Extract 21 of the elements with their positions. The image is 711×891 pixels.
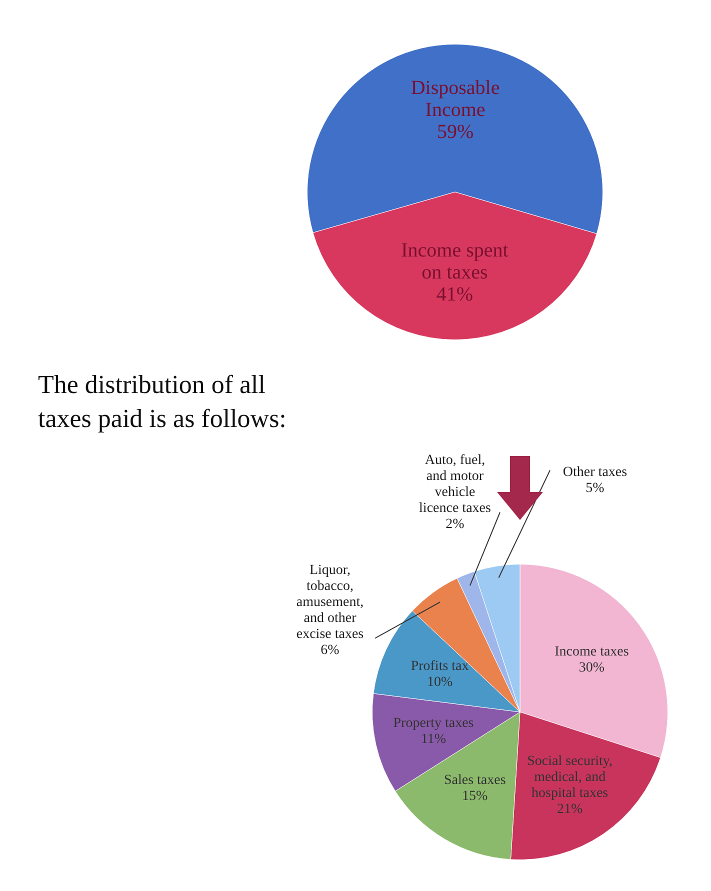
slice-label: Income spent on taxes [401, 240, 509, 284]
data-label: 41% [436, 284, 474, 306]
slice-label: Other taxes [562, 464, 628, 480]
text: The distribution of all taxes paid is as follows: [38, 369, 288, 435]
slice-label: Income taxes [554, 644, 629, 660]
slice-label: Social security, medical, and hospital taxes [527, 754, 613, 801]
slice-label: Property taxes [393, 716, 474, 732]
slice-label: Disposable Income [410, 76, 500, 121]
data-label: 11% [420, 732, 446, 748]
data-label: 15% [462, 788, 488, 804]
data-label: 5% [586, 480, 605, 496]
slice-label: Profits tax [410, 658, 469, 674]
slice-label: Liquor, tobacco, amusement, and other excise taxes [296, 562, 364, 642]
data-label: 30% [578, 660, 605, 676]
slice-label: Auto, fuel, and motor vehicle licence taxes [419, 452, 491, 516]
data-label: 6% [320, 642, 340, 658]
slice-label: Sales taxes [444, 772, 506, 788]
data-label: 10% [426, 674, 453, 690]
data-label: 2% [446, 516, 465, 532]
data-label: 59% [436, 120, 474, 143]
data-label: 21% [556, 802, 583, 817]
